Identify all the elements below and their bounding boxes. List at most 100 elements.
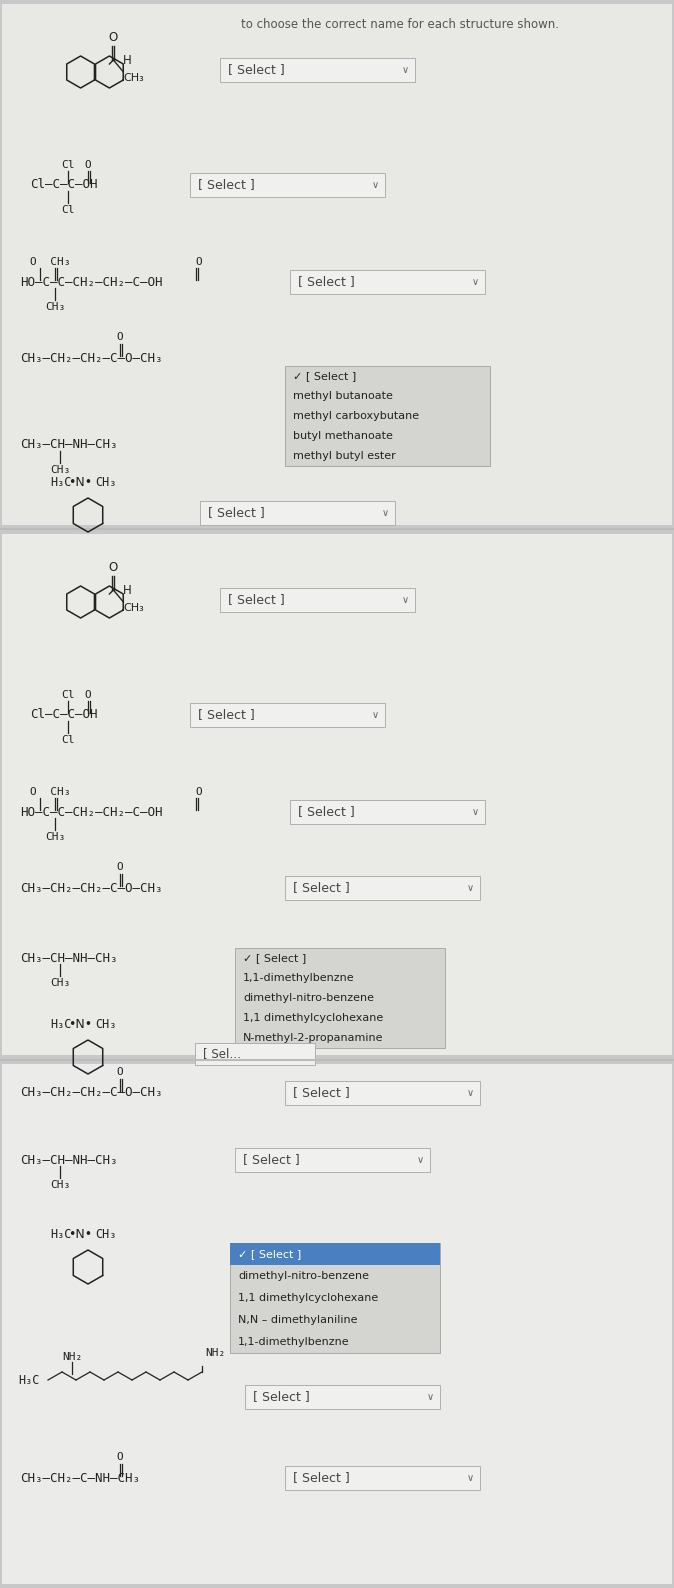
- Text: CH₃–CH₂–CH₂–C–O–CH₃: CH₃–CH₂–CH₂–C–O–CH₃: [20, 881, 162, 894]
- Text: ∨: ∨: [402, 596, 408, 605]
- Text: •N•: •N•: [68, 1229, 92, 1242]
- Text: O: O: [117, 1067, 123, 1077]
- Text: 1,1 dimethylcyclohexane: 1,1 dimethylcyclohexane: [243, 1013, 384, 1023]
- Text: [ Select ]: [ Select ]: [208, 507, 265, 519]
- FancyBboxPatch shape: [200, 500, 395, 526]
- Text: [ Sel…: [ Sel…: [203, 1048, 241, 1061]
- Text: O  CH₃: O CH₃: [30, 788, 71, 797]
- Text: O: O: [117, 862, 123, 872]
- Text: CH₃: CH₃: [95, 1018, 117, 1032]
- Text: ✓ [ Select ]: ✓ [ Select ]: [243, 953, 306, 962]
- Text: H₃C: H₃C: [50, 1018, 71, 1032]
- Text: NH₂: NH₂: [62, 1351, 82, 1363]
- Text: CH₃: CH₃: [123, 603, 144, 613]
- Text: [ Select ]: [ Select ]: [293, 1086, 350, 1099]
- Text: O  CH₃: O CH₃: [30, 257, 71, 267]
- Text: Cl: Cl: [61, 735, 75, 745]
- FancyBboxPatch shape: [290, 270, 485, 294]
- Text: [ Select ]: [ Select ]: [253, 1391, 310, 1404]
- Text: to choose the correct name for each structure shown.: to choose the correct name for each stru…: [241, 17, 559, 32]
- Text: [ Select ]: [ Select ]: [198, 178, 255, 192]
- Text: N-methyl-2-propanamine: N-methyl-2-propanamine: [243, 1034, 384, 1043]
- Text: butyl methanoate: butyl methanoate: [293, 430, 393, 441]
- Text: [ Select ]: [ Select ]: [198, 708, 255, 721]
- Text: 1,1 dimethylcyclohexane: 1,1 dimethylcyclohexane: [238, 1293, 378, 1304]
- Text: ∨: ∨: [371, 710, 379, 719]
- Text: [ Select ]: [ Select ]: [298, 805, 355, 818]
- Text: CH₃: CH₃: [123, 73, 144, 83]
- Text: HO–C–C–CH₂–CH₂–C–OH: HO–C–C–CH₂–CH₂–C–OH: [20, 805, 162, 818]
- Text: [ Select ]: [ Select ]: [293, 881, 350, 894]
- Text: Cl–C–C–OH: Cl–C–C–OH: [30, 708, 98, 721]
- Text: •N•: •N•: [68, 476, 92, 489]
- Text: ∨: ∨: [417, 1154, 423, 1166]
- Text: ∨: ∨: [466, 883, 474, 892]
- Text: Cl: Cl: [61, 691, 75, 700]
- Text: H₃C: H₃C: [50, 1229, 71, 1242]
- FancyBboxPatch shape: [290, 800, 485, 824]
- Text: CH₃–CH–NH–CH₃: CH₃–CH–NH–CH₃: [20, 438, 117, 451]
- FancyBboxPatch shape: [285, 365, 490, 465]
- Text: [ Select ]: [ Select ]: [228, 64, 284, 76]
- Text: CH₃–CH₂–CH₂–C–O–CH₃: CH₃–CH₂–CH₂–C–O–CH₃: [20, 351, 162, 365]
- Text: CH₃: CH₃: [45, 832, 65, 842]
- Text: CH₃: CH₃: [50, 465, 70, 475]
- Text: CH₃: CH₃: [95, 1229, 117, 1242]
- FancyBboxPatch shape: [285, 1081, 480, 1105]
- Text: [ Select ]: [ Select ]: [293, 1472, 350, 1485]
- FancyBboxPatch shape: [2, 5, 672, 526]
- Text: methyl butanoate: methyl butanoate: [293, 391, 393, 402]
- Text: H₃C: H₃C: [50, 476, 71, 489]
- Text: •N•: •N•: [68, 1018, 92, 1032]
- Text: H₃C: H₃C: [18, 1374, 39, 1386]
- FancyBboxPatch shape: [245, 1385, 440, 1409]
- Text: O: O: [109, 32, 118, 44]
- FancyBboxPatch shape: [235, 948, 445, 1048]
- Text: ∨: ∨: [381, 508, 389, 518]
- Text: Cl–C–C–OH: Cl–C–C–OH: [30, 178, 98, 192]
- Text: H: H: [123, 54, 131, 67]
- Text: ∨: ∨: [466, 1088, 474, 1097]
- Text: CH₃–CH–NH–CH₃: CH₃–CH–NH–CH₃: [20, 951, 117, 964]
- Text: dimethyl-nitro-benzene: dimethyl-nitro-benzene: [243, 992, 374, 1004]
- Text: CH₃–CH₂–C–NH–CH₃: CH₃–CH₂–C–NH–CH₃: [20, 1472, 140, 1485]
- FancyBboxPatch shape: [220, 588, 415, 611]
- Text: ∨: ∨: [466, 1474, 474, 1483]
- Text: [ Select ]: [ Select ]: [243, 1153, 300, 1167]
- Text: CH₃–CH–NH–CH₃: CH₃–CH–NH–CH₃: [20, 1153, 117, 1167]
- Text: CH₃: CH₃: [50, 978, 70, 988]
- FancyBboxPatch shape: [230, 1243, 440, 1353]
- Text: O: O: [195, 257, 202, 267]
- Text: [ Select ]: [ Select ]: [228, 594, 284, 607]
- FancyBboxPatch shape: [220, 59, 415, 83]
- Text: NH₂: NH₂: [205, 1348, 225, 1358]
- Text: [ Select ]: [ Select ]: [298, 275, 355, 289]
- FancyBboxPatch shape: [2, 534, 672, 1054]
- FancyBboxPatch shape: [190, 173, 385, 197]
- FancyBboxPatch shape: [190, 703, 385, 727]
- Text: CH₃: CH₃: [45, 302, 65, 311]
- Text: O: O: [117, 1451, 123, 1463]
- FancyBboxPatch shape: [235, 1148, 430, 1172]
- Text: CH₃: CH₃: [95, 476, 117, 489]
- Text: ∨: ∨: [471, 276, 479, 287]
- Text: CH₃: CH₃: [50, 1180, 70, 1189]
- Text: CH₃–CH₂–CH₂–C–O–CH₃: CH₃–CH₂–CH₂–C–O–CH₃: [20, 1086, 162, 1099]
- Text: O: O: [109, 561, 118, 573]
- Text: dimethyl-nitro-benzene: dimethyl-nitro-benzene: [238, 1270, 369, 1282]
- Text: H: H: [123, 583, 131, 597]
- Text: 1,1-dimethylbenzne: 1,1-dimethylbenzne: [238, 1337, 350, 1347]
- Text: ✓ [ Select ]: ✓ [ Select ]: [238, 1250, 301, 1259]
- FancyBboxPatch shape: [195, 1043, 315, 1066]
- Text: HO–C–C–CH₂–CH₂–C–OH: HO–C–C–CH₂–CH₂–C–OH: [20, 275, 162, 289]
- FancyBboxPatch shape: [285, 1466, 480, 1490]
- Text: O: O: [195, 788, 202, 797]
- Text: methyl carboxybutane: methyl carboxybutane: [293, 411, 419, 421]
- Text: Cl: Cl: [61, 160, 75, 170]
- Text: O: O: [85, 691, 92, 700]
- Text: ∨: ∨: [402, 65, 408, 75]
- Text: O: O: [117, 332, 123, 341]
- FancyBboxPatch shape: [230, 1243, 440, 1266]
- Text: Cl: Cl: [61, 205, 75, 214]
- Text: ✓ [ Select ]: ✓ [ Select ]: [293, 372, 357, 381]
